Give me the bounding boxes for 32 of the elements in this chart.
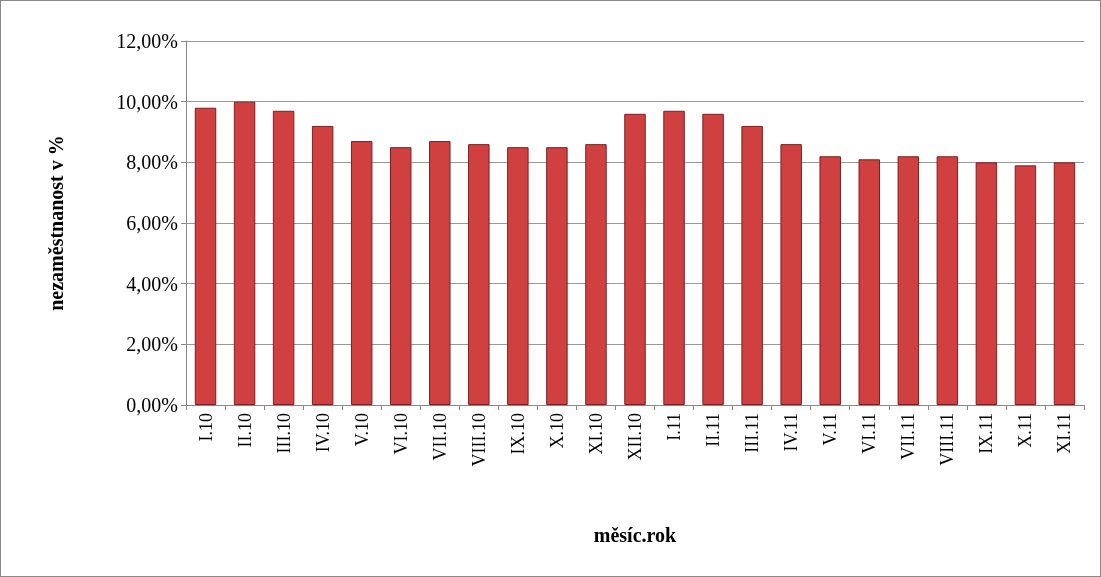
x-tick-label: VI.11 [859, 413, 880, 454]
y-tick-label: 8,00% [126, 151, 178, 174]
x-tick-label: XI.11 [1054, 413, 1075, 454]
x-tick-label: VI.10 [390, 413, 411, 455]
y-axis-title: nezaměstnanost v % [45, 135, 67, 311]
x-tick-label: X.10 [546, 413, 567, 449]
y-tick-label: 4,00% [126, 272, 178, 295]
x-tick-label: III.11 [742, 413, 763, 453]
x-axis-title: měsíc.rok [593, 524, 678, 546]
x-tick-label: V.10 [351, 413, 372, 447]
x-tick-label: IX.11 [976, 413, 997, 454]
x-tick-label: I.11 [664, 413, 685, 441]
y-tick-label: 12,00% [116, 30, 178, 52]
x-tick-label: VII.10 [429, 413, 450, 461]
x-tick-label: XI.10 [585, 413, 606, 455]
x-tick-label: V.11 [820, 413, 841, 446]
x-tick-label: I.10 [195, 413, 216, 442]
x-tick-label: IX.10 [507, 413, 528, 455]
x-tick-label: IV.10 [312, 413, 333, 453]
y-tick-label: 10,00% [116, 90, 178, 113]
y-tick-label: 0,00% [126, 394, 178, 416]
x-tick-label: II.10 [234, 413, 255, 448]
y-tick-label: 2,00% [126, 333, 178, 356]
x-tick-label: III.10 [273, 413, 294, 454]
x-tick-label: XII.10 [625, 413, 645, 461]
x-tick-label: X.11 [1015, 413, 1036, 448]
x-tick-label: VII.11 [898, 413, 919, 460]
x-tick-label: IV.11 [781, 413, 802, 452]
x-tick-label: II.11 [703, 413, 724, 447]
x-tick-label: VIII.10 [468, 413, 489, 467]
x-tick-label: VIII.11 [937, 413, 958, 466]
y-tick-label: 6,00% [126, 212, 178, 234]
